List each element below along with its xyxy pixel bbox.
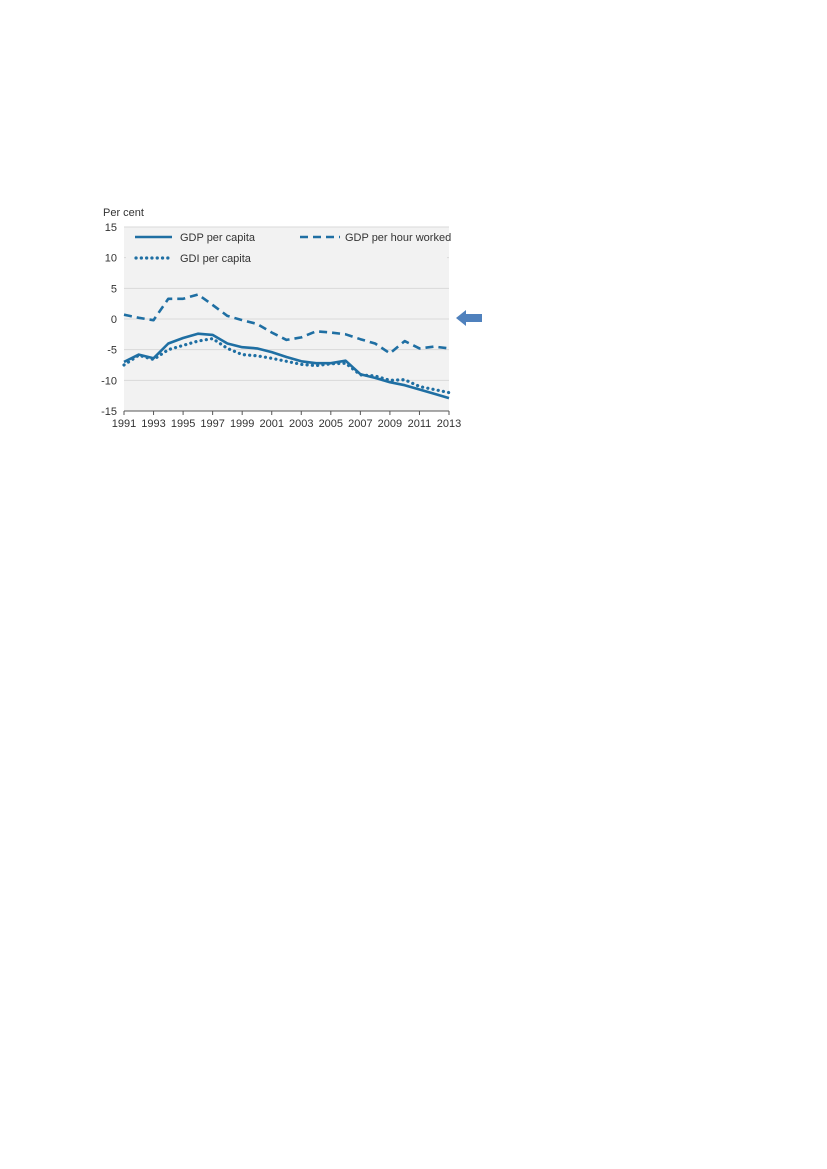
x-tick-label: 2005 xyxy=(319,418,343,430)
y-tick-label: -10 xyxy=(101,375,117,387)
y-axis-unit-label: Per cent xyxy=(103,207,144,219)
x-tick-label: 1991 xyxy=(112,418,136,430)
x-tick-label: 1999 xyxy=(230,418,254,430)
x-tick-label: 2003 xyxy=(289,418,313,430)
x-tick-label: 1995 xyxy=(171,418,195,430)
y-tick-label: 15 xyxy=(105,222,117,234)
x-tick-label: 2013 xyxy=(437,418,461,430)
x-tick-label: 1993 xyxy=(141,418,165,430)
series-lines xyxy=(122,293,451,400)
x-tick-label: 2011 xyxy=(408,418,432,430)
left-arrow-icon xyxy=(456,310,482,326)
x-tick-label: 2009 xyxy=(378,418,402,430)
y-tick-label: 5 xyxy=(111,283,117,295)
x-tick-label: 2001 xyxy=(259,418,283,430)
series-line-gdp-per-hour-worked xyxy=(123,293,450,355)
legend: GDP per capita GDP per hour worked GDI p… xyxy=(126,229,451,265)
y-tick-label: 10 xyxy=(105,253,117,265)
legend-background xyxy=(126,229,447,265)
legend-label-gdp-per-capita: GDP per capita xyxy=(180,232,256,244)
legend-label-gdp-per-hour-worked: GDP per hour worked xyxy=(345,232,451,244)
x-tick-label: 2007 xyxy=(348,418,372,430)
y-tick-label: 0 xyxy=(111,314,117,326)
legend-label-gdi-per-capita: GDI per capita xyxy=(180,253,252,265)
x-axis-ticks: 1991 1993 1995 1997 1999 2001 2003 2005 2007 2009… xyxy=(112,411,461,430)
y-tick-label: -15 xyxy=(101,406,117,418)
y-axis-ticks: 15 10 5 0 -5 -10 -15 xyxy=(101,222,117,418)
y-tick-label: -5 xyxy=(107,345,117,357)
x-tick-label: 1997 xyxy=(200,418,224,430)
series-line-gdi-per-capita xyxy=(122,337,451,395)
series-line-gdp-per-capita xyxy=(123,332,450,400)
